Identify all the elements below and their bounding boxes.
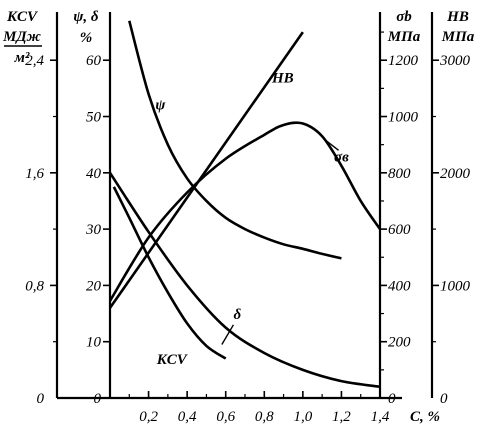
tick-label-psi_delta: 30 (85, 222, 102, 238)
x-tick-label: 1,2 (332, 409, 351, 425)
tick-label-kcv: 1,6 (25, 166, 44, 182)
tick-label-psi_delta: 20 (86, 278, 102, 294)
y-axis-title-sigma-unit: МПа (387, 29, 421, 45)
curve-psi (128, 20, 342, 260)
series-label-psi: ψ (155, 97, 166, 113)
x-tick-label: 0,2 (139, 409, 158, 425)
y-axis-title-hb: HB (446, 9, 469, 25)
y-axis-title-kcv-unit-den: м² (14, 50, 30, 66)
tick-label-hb: 2000 (440, 166, 471, 182)
y-axis-title-kcv: KCV (6, 9, 39, 25)
tick-label-psi_delta: 0 (94, 391, 102, 407)
x-tick-label: 0,8 (255, 409, 274, 425)
tick-label-sigma: 1200 (388, 53, 419, 69)
tick-label-psi_delta: 40 (86, 166, 102, 182)
series-label-hb: HB (271, 71, 294, 87)
tick-label-sigma: 1000 (388, 110, 419, 126)
x-tick-label: 1,0 (293, 409, 312, 425)
tick-label-hb: 3000 (439, 53, 471, 69)
y-axis-title-psi-delta-unit: % (80, 30, 93, 46)
x-tick-label: 1,4 (371, 409, 390, 425)
tick-label-psi_delta: 60 (86, 53, 102, 69)
series-label-delta: δ (233, 307, 241, 323)
tick-label-kcv: 0,8 (25, 278, 44, 294)
labels-group: 00,81,62,4010203040506002004006008001000… (2, 9, 475, 425)
tick-label-hb: 0 (440, 391, 448, 407)
delta-label-leader (221, 324, 235, 345)
curve-sigma (108, 121, 382, 302)
tick-label-kcv: 0 (37, 391, 45, 407)
curve-hb (108, 31, 304, 309)
tick-label-hb: 1000 (440, 278, 471, 294)
tick-label-sigma: 600 (388, 222, 411, 238)
series-label-sigma: σв (334, 150, 349, 166)
tick-label-kcv: 2,4 (25, 53, 44, 69)
y-axis-title-sigma: σb (396, 9, 412, 25)
x-axis-label: C, % (410, 409, 440, 425)
tick-label-psi_delta: 50 (86, 110, 102, 126)
curves-group (108, 20, 382, 389)
y-axis-title-hb-unit: МПа (441, 29, 475, 45)
curve-delta (108, 172, 381, 389)
series-label-kcv: KCV (156, 352, 189, 368)
x-tick-label: 0,4 (178, 409, 197, 425)
tick-label-sigma: 0 (388, 391, 396, 407)
x-tick-label: 0,6 (216, 409, 235, 425)
tick-label-sigma: 400 (388, 278, 411, 294)
y-axis-title-psi-delta: ψ, δ (73, 9, 99, 25)
y-axis-title-kcv-unit: МДж (2, 29, 41, 45)
tick-label-psi_delta: 10 (86, 335, 102, 351)
curve-kcv (112, 186, 227, 360)
tick-label-sigma: 200 (388, 335, 411, 351)
tick-label-sigma: 800 (388, 166, 411, 182)
axes-group (4, 12, 439, 400)
